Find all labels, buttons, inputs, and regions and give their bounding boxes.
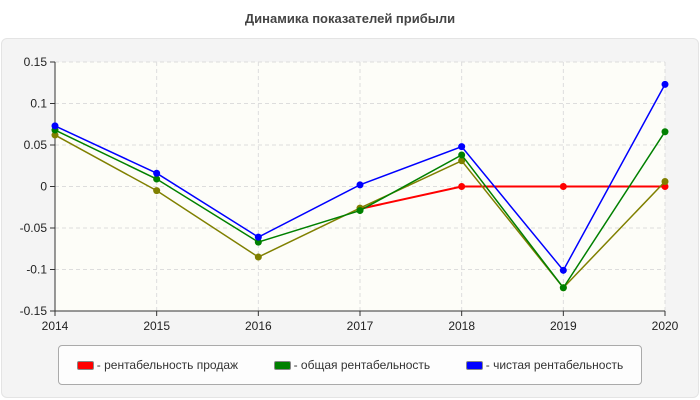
- data-point: [559, 183, 567, 190]
- legend-swatch: [76, 360, 94, 370]
- data-point: [458, 183, 466, 190]
- data-point: [661, 128, 669, 136]
- chart-title: Динамика показателей прибыли: [244, 11, 456, 26]
- y-tick-label: -0.15: [20, 304, 48, 318]
- data-point: [661, 80, 669, 88]
- legend-item-total[interactable]: - общая рентабельность: [273, 358, 431, 372]
- x-tick-label: 2018: [448, 319, 475, 333]
- data-point: [153, 187, 161, 195]
- data-point: [458, 143, 466, 151]
- x-tick-label: 2015: [143, 319, 170, 333]
- legend-item-sales[interactable]: - рентабельность продаж: [76, 358, 239, 372]
- legend-label: - чистая рентабельность: [485, 358, 624, 372]
- data-point: [661, 183, 669, 190]
- x-tick-label: 2019: [550, 319, 577, 333]
- x-tick-label: 2016: [245, 319, 272, 333]
- series-line-0: [359, 185, 665, 210]
- y-tick-label: -0.05: [20, 221, 48, 235]
- data-point: [153, 169, 161, 177]
- data-point: [356, 181, 364, 189]
- data-point: [153, 175, 161, 183]
- legend: - рентабельность продаж - общая рентабел…: [58, 345, 642, 385]
- y-tick-label: 0.1: [30, 97, 47, 111]
- y-tick-label: 0.05: [24, 138, 48, 152]
- y-tick-label: -0.1: [26, 263, 47, 277]
- data-point: [51, 122, 59, 130]
- data-point: [559, 266, 567, 274]
- legend-label: - рентабельность продаж: [96, 358, 239, 372]
- data-point: [661, 178, 669, 186]
- data-point: [458, 157, 466, 165]
- x-tick-label: 2014: [42, 319, 69, 333]
- x-tick-label: 2020: [652, 319, 679, 333]
- legend-item-net[interactable]: - чистая рентабельность: [465, 358, 624, 372]
- legend-label: - общая рентабельность: [293, 358, 431, 372]
- data-point: [356, 207, 364, 215]
- data-point: [559, 284, 567, 292]
- y-tick-label: 0.15: [24, 55, 48, 69]
- x-tick-label: 2017: [347, 319, 374, 333]
- legend-swatch: [465, 360, 483, 370]
- y-tick-label: 0: [40, 180, 47, 194]
- data-point: [254, 238, 262, 246]
- data-point: [254, 253, 262, 261]
- data-point: [254, 233, 262, 241]
- legend-swatch: [273, 360, 291, 370]
- data-point: [458, 151, 466, 159]
- data-point: [51, 131, 59, 139]
